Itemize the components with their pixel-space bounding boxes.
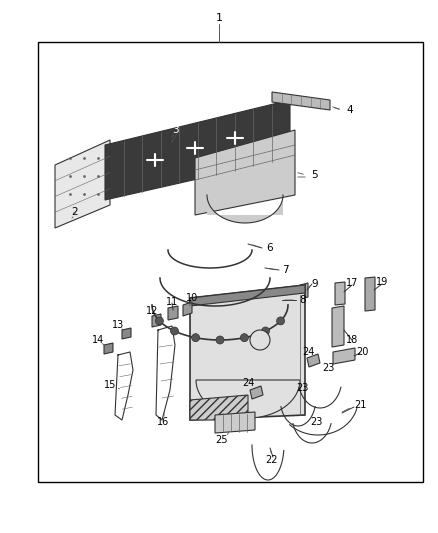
Polygon shape: [105, 100, 290, 200]
Polygon shape: [335, 282, 345, 305]
Bar: [38, 42, 423, 482]
Polygon shape: [250, 386, 263, 399]
Text: 7: 7: [282, 265, 288, 275]
Text: 23: 23: [310, 417, 322, 427]
Circle shape: [155, 317, 163, 325]
Text: 3: 3: [172, 125, 178, 135]
Text: 9: 9: [312, 279, 318, 289]
Circle shape: [261, 327, 269, 335]
Text: 5: 5: [312, 170, 318, 180]
Polygon shape: [195, 130, 295, 215]
Circle shape: [276, 317, 285, 325]
Text: 22: 22: [266, 455, 278, 465]
Polygon shape: [272, 92, 330, 110]
Polygon shape: [55, 140, 110, 228]
Text: 2: 2: [72, 207, 78, 217]
Circle shape: [250, 330, 270, 350]
Polygon shape: [196, 380, 300, 418]
Text: 25: 25: [216, 435, 228, 445]
Text: 14: 14: [92, 335, 104, 345]
Polygon shape: [190, 395, 248, 420]
Text: 15: 15: [104, 380, 116, 390]
Polygon shape: [183, 302, 192, 316]
Text: 20: 20: [356, 347, 368, 357]
Polygon shape: [168, 306, 178, 320]
Text: 4: 4: [347, 105, 353, 115]
Text: 17: 17: [346, 278, 358, 288]
Circle shape: [192, 334, 200, 342]
Text: 24: 24: [302, 347, 314, 357]
Polygon shape: [333, 348, 355, 364]
Text: 23: 23: [322, 363, 334, 373]
Text: 10: 10: [186, 293, 198, 303]
Text: 18: 18: [346, 335, 358, 345]
Text: 16: 16: [157, 417, 169, 427]
Circle shape: [216, 336, 224, 344]
Text: 24: 24: [242, 378, 254, 388]
Polygon shape: [152, 314, 161, 327]
Circle shape: [170, 327, 179, 335]
Polygon shape: [104, 343, 113, 354]
Text: 8: 8: [300, 295, 306, 305]
Polygon shape: [122, 328, 131, 339]
Text: 1: 1: [215, 13, 223, 23]
Polygon shape: [190, 285, 305, 420]
Polygon shape: [332, 306, 344, 347]
Text: 13: 13: [112, 320, 124, 330]
Polygon shape: [215, 412, 255, 433]
Text: 23: 23: [296, 383, 308, 393]
Polygon shape: [190, 285, 305, 306]
Text: 6: 6: [267, 243, 273, 253]
Polygon shape: [300, 283, 308, 299]
Text: 19: 19: [376, 277, 388, 287]
Polygon shape: [365, 277, 375, 311]
Text: 12: 12: [146, 306, 158, 316]
Text: 21: 21: [354, 400, 366, 410]
Circle shape: [240, 334, 248, 342]
Text: 11: 11: [166, 297, 178, 307]
Polygon shape: [307, 354, 320, 367]
